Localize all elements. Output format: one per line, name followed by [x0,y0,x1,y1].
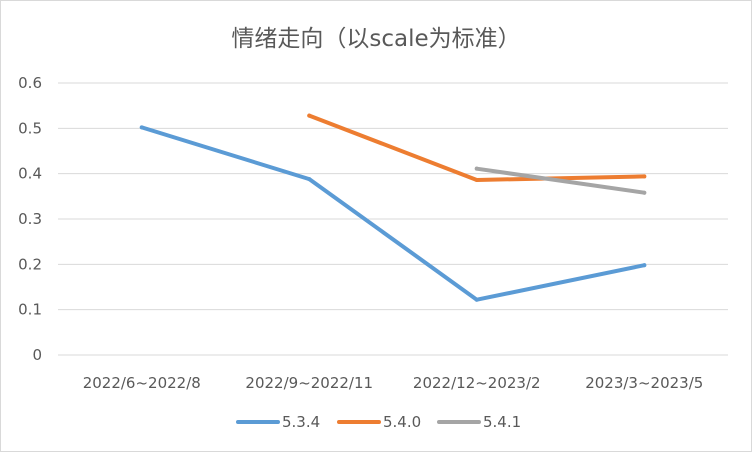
grid-layer [58,82,728,356]
y-tick-label: 0.4 [18,165,42,183]
data-point [642,190,647,195]
series-line-5.3.4 [139,125,647,302]
x-axis-ticks: 2022/6~2022/8 2022/9~2022/11 2022/12~2023/… [83,374,704,392]
data-point [307,113,312,118]
y-tick-label: 0.5 [18,119,42,137]
y-tick-label: 0.2 [18,255,42,273]
legend-label: 5.4.0 [383,413,421,431]
legend-item: 5.4.0 [337,413,421,431]
x-tick-label: 2022/6~2022/8 [83,374,201,392]
legend-item: 5.3.4 [236,413,320,431]
series-line-5.4.1 [474,166,647,195]
x-tick-label: 2022/9~2022/11 [245,374,373,392]
x-tick-label: 2022/12~2023/2 [413,374,541,392]
legend-label: 5.4.1 [483,413,521,431]
chart-title: 情绪走向（以scale为标准） [231,26,520,52]
y-axis-ticks: 0 0.1 0.2 0.3 0.4 0.5 0.6 [18,74,42,364]
legend: 5.3.4 5.4.0 5.4.1 [236,413,521,431]
x-tick-label: 2023/3~2023/5 [585,374,703,392]
y-tick-label: 0.3 [18,210,42,228]
data-point [139,125,144,130]
y-tick-label: 0.6 [18,74,42,92]
y-tick-label: 0 [32,346,42,364]
data-point [474,297,479,302]
legend-item: 5.4.1 [437,413,521,431]
data-point [474,178,479,183]
y-tick-label: 0.1 [18,301,42,319]
data-point [307,177,312,182]
data-point [642,174,647,179]
data-point [474,166,479,171]
data-point [642,263,647,268]
series-layer [139,113,647,302]
legend-label: 5.3.4 [282,413,320,431]
